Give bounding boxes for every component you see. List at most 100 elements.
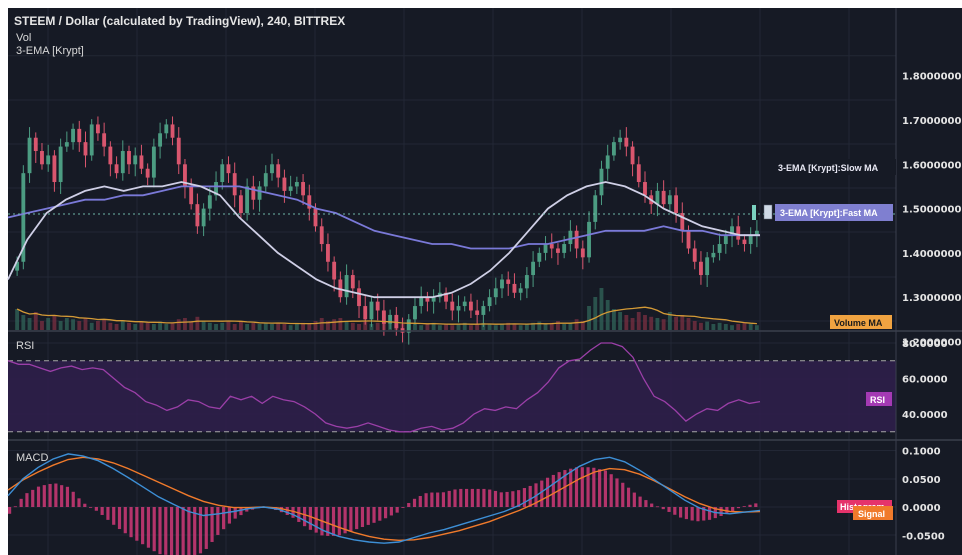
volume-bar — [46, 318, 51, 330]
candle-body — [655, 190, 660, 205]
candle-body — [27, 137, 32, 174]
candle-body — [102, 133, 107, 147]
candle-body — [624, 137, 629, 147]
signal-label: Signal — [858, 509, 885, 519]
volume-bar — [506, 322, 511, 330]
histogram-bar — [447, 490, 451, 507]
volume-bar — [189, 321, 194, 330]
macd-line — [7, 453, 761, 544]
volume-bar — [251, 322, 256, 330]
volume-bar — [630, 318, 635, 330]
volume-bar — [524, 324, 529, 330]
candle-body — [294, 182, 299, 187]
histogram-bar — [42, 485, 46, 507]
histogram-bar — [303, 507, 307, 527]
histogram-bar — [401, 507, 405, 508]
candle-body — [375, 301, 380, 311]
macd-tick-label: 0.0500 — [902, 475, 941, 486]
chart-background — [8, 8, 962, 555]
candle-body — [207, 195, 212, 209]
histogram-bar — [603, 470, 607, 507]
candle-body — [276, 164, 281, 178]
slow-ma-tag: 3-EMA [Krypt]:Slow MA — [772, 159, 896, 175]
rsi-title: RSI — [16, 340, 34, 352]
candle-body — [692, 248, 697, 262]
candle-body — [145, 168, 150, 178]
candle-body — [58, 146, 63, 183]
volume-bar — [164, 324, 169, 330]
volume-bar — [686, 318, 691, 330]
histogram-bar — [65, 486, 70, 507]
volume-bar — [102, 319, 107, 330]
volume-bar — [375, 322, 380, 330]
histogram-bar — [609, 474, 613, 507]
histogram-bar — [372, 507, 376, 523]
candle-body — [220, 164, 225, 183]
candle-body — [468, 301, 473, 311]
histogram-bar — [187, 507, 191, 555]
volume-bar — [500, 324, 504, 330]
candle-body — [214, 182, 218, 196]
candle-body — [686, 230, 691, 249]
histogram-bar — [644, 500, 648, 507]
volume-bar — [64, 318, 69, 330]
volume-bar — [699, 322, 703, 330]
histogram-bar — [626, 487, 631, 507]
histogram-bar — [754, 503, 758, 507]
histogram-bar — [314, 507, 318, 533]
histogram-bar — [83, 503, 87, 507]
candle-body — [120, 151, 125, 174]
candle-body — [487, 297, 492, 307]
candle-body — [158, 133, 163, 147]
histogram-bar — [638, 496, 642, 507]
chart-title: STEEM / Dollar (calculated by TradingVie… — [14, 14, 345, 28]
volume-ma-tag: Volume MA — [830, 315, 892, 329]
histogram-bar — [459, 488, 463, 507]
price-tick-label: 1.30000000 — [902, 293, 962, 304]
rsi-band — [8, 360, 896, 432]
volume-bar — [257, 324, 262, 330]
fast-ma-tag: 3-EMA [Krypt]:Fast MA — [752, 204, 893, 221]
volume-bar — [369, 324, 374, 330]
histogram-bar — [233, 507, 237, 519]
volume-bar — [176, 319, 181, 330]
rsi-value-label: RSI — [870, 395, 885, 405]
volume-bar — [77, 321, 82, 330]
candle-body — [189, 186, 194, 205]
candle-body — [288, 186, 293, 191]
candle-body — [562, 244, 567, 253]
candle-body — [394, 314, 399, 329]
volume-bar — [332, 319, 337, 330]
macd-tick-label: -0.0500 — [902, 531, 945, 542]
histogram-bar — [540, 480, 544, 507]
histogram-bar — [441, 492, 446, 507]
candle-body — [543, 244, 548, 253]
candle-body — [667, 195, 672, 205]
price-tick-label: 1.70000000 — [902, 116, 962, 127]
candle-body — [705, 257, 710, 276]
histogram-bar — [297, 507, 301, 522]
histogram-bar — [25, 493, 29, 507]
volume-bar — [263, 322, 268, 330]
histogram-bar — [48, 483, 52, 507]
price-pane: STEEM / Dollar (calculated by TradingVie… — [7, 14, 896, 345]
candle-body — [114, 164, 119, 174]
histogram-bar — [54, 483, 58, 507]
volume-bar — [431, 322, 436, 330]
price-tick-label: 1.40000000 — [902, 249, 962, 260]
candle-body — [15, 261, 20, 271]
histogram-bar — [482, 488, 486, 507]
volume-bar — [350, 322, 355, 330]
histogram-bar — [453, 489, 457, 507]
volume-bar — [363, 321, 368, 330]
candle-body — [369, 301, 374, 320]
volume-bar — [419, 325, 424, 330]
candle-body — [40, 151, 44, 165]
histogram-bar — [655, 506, 660, 508]
candle-body — [605, 155, 610, 169]
volume-bar — [599, 288, 604, 330]
candle-body — [108, 146, 113, 165]
rsi-tick-label: 80.0000 — [902, 339, 948, 350]
vol-label: Vol — [16, 32, 31, 44]
